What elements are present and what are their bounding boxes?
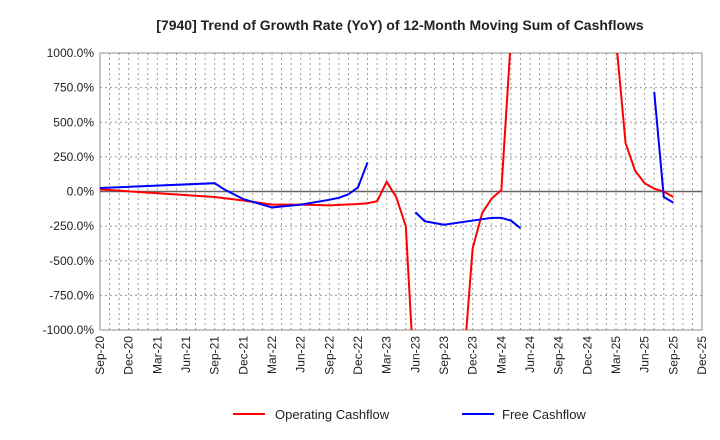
- x-tick-label: Sep-21: [208, 336, 222, 375]
- y-tick-label: 500.0%: [53, 115, 94, 129]
- y-tick-label: -750.0%: [49, 288, 94, 302]
- x-tick-label: Sep-20: [93, 336, 107, 375]
- x-tick-label: Dec-21: [236, 336, 250, 375]
- legend-label-free: Free Cashflow: [502, 407, 586, 422]
- x-tick-label: Dec-22: [351, 336, 365, 375]
- series-line-free: [653, 91, 674, 204]
- x-tick-label: Jun-22: [294, 336, 308, 373]
- x-tick-label: Sep-23: [437, 336, 451, 375]
- chart-title: [7940] Trend of Growth Rate (YoY) of 12-…: [156, 17, 644, 33]
- y-tick-label: 250.0%: [53, 150, 94, 164]
- x-tick-label: Jun-25: [638, 336, 652, 373]
- x-tick-label: Sep-22: [322, 336, 336, 375]
- x-tick-label: Dec-23: [466, 336, 480, 375]
- series-line-free: [100, 162, 369, 209]
- x-tick-label: Mar-21: [150, 336, 164, 374]
- y-tick-label: 0.0%: [67, 185, 95, 199]
- x-tick-label: Jun-24: [523, 336, 537, 373]
- series-line-operating: [465, 53, 512, 330]
- y-tick-label: -500.0%: [49, 254, 94, 268]
- x-tick-label: Mar-22: [265, 336, 279, 374]
- x-tick-label: Mar-25: [609, 336, 623, 374]
- y-tick-label: 1000.0%: [47, 46, 95, 60]
- x-tick-label: Dec-25: [695, 336, 709, 375]
- legend-label-operating: Operating Cashflow: [275, 407, 390, 422]
- legend: Operating Cashflow Free Cashflow: [233, 407, 586, 422]
- y-tick-label: 750.0%: [53, 81, 94, 95]
- y-tick-label: -250.0%: [49, 219, 94, 233]
- x-tick-label: Jun-23: [408, 336, 422, 373]
- x-tick-label: Jun-21: [179, 336, 193, 373]
- series-line-operating: [100, 179, 413, 330]
- x-tick-label: Mar-23: [380, 336, 394, 374]
- series-line-free: [414, 211, 522, 229]
- x-tick-label: Dec-24: [580, 336, 594, 375]
- x-tick-label: Sep-25: [666, 336, 680, 375]
- x-tick-label: Sep-24: [552, 336, 566, 375]
- x-tick-label: Dec-20: [122, 336, 136, 375]
- x-tick-label: Mar-24: [494, 336, 508, 374]
- y-tick-label: -1000.0%: [43, 323, 95, 337]
